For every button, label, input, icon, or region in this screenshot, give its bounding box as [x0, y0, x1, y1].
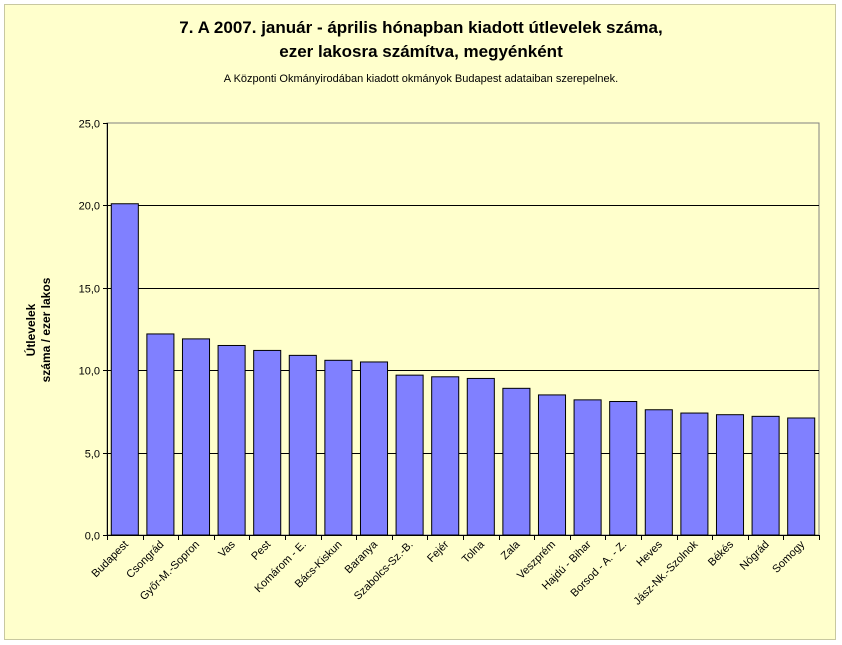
bar — [715, 414, 745, 536]
bar — [644, 409, 673, 536]
y-tick-label: 15,0 — [79, 284, 100, 296]
bar — [680, 412, 709, 536]
bar — [537, 394, 567, 536]
bar — [573, 399, 602, 536]
bar — [787, 417, 816, 536]
bar — [751, 415, 780, 536]
bar — [181, 338, 211, 536]
bar — [502, 387, 531, 536]
bar — [466, 377, 495, 536]
bar — [609, 401, 638, 536]
x-tick-label: Békés — [706, 538, 736, 568]
bar — [288, 354, 317, 536]
y-tick-label: 20,0 — [79, 201, 100, 213]
y-tick-label: 5,0 — [85, 449, 100, 461]
bar — [217, 344, 246, 536]
chart-title-line2: ezer lakosra számítva, megyénként — [279, 42, 563, 61]
bar — [110, 203, 139, 536]
bar — [324, 359, 353, 536]
chart-title-line1: 7. A 2007. január - április hónapban kia… — [179, 18, 663, 37]
x-tick-label: Fejér — [425, 538, 451, 564]
bar — [146, 333, 175, 536]
y-tick-label: 25,0 — [79, 119, 100, 131]
bar — [431, 376, 460, 536]
y-tick-label: 0,0 — [85, 531, 100, 543]
x-tick-label: Pest — [249, 539, 273, 563]
chart-subtitle: A Központi Okmányirodában kiadott okmány… — [223, 73, 619, 85]
bar — [359, 361, 389, 536]
x-tick-label: Nógrád — [738, 539, 772, 573]
y-tick-label: 10,0 — [79, 366, 100, 378]
x-tick-label: Heves — [634, 538, 665, 569]
x-tick-label: Zala — [499, 538, 523, 562]
bar — [253, 349, 282, 536]
bar — [395, 374, 424, 536]
x-tick-label: Jász-Nk.-Szolnok — [632, 538, 701, 607]
x-tick-label: Vas — [216, 538, 238, 560]
x-tick-label: Tolna — [460, 538, 488, 566]
plot-area — [106, 122, 820, 536]
x-tick-label: Somogy — [770, 538, 807, 575]
